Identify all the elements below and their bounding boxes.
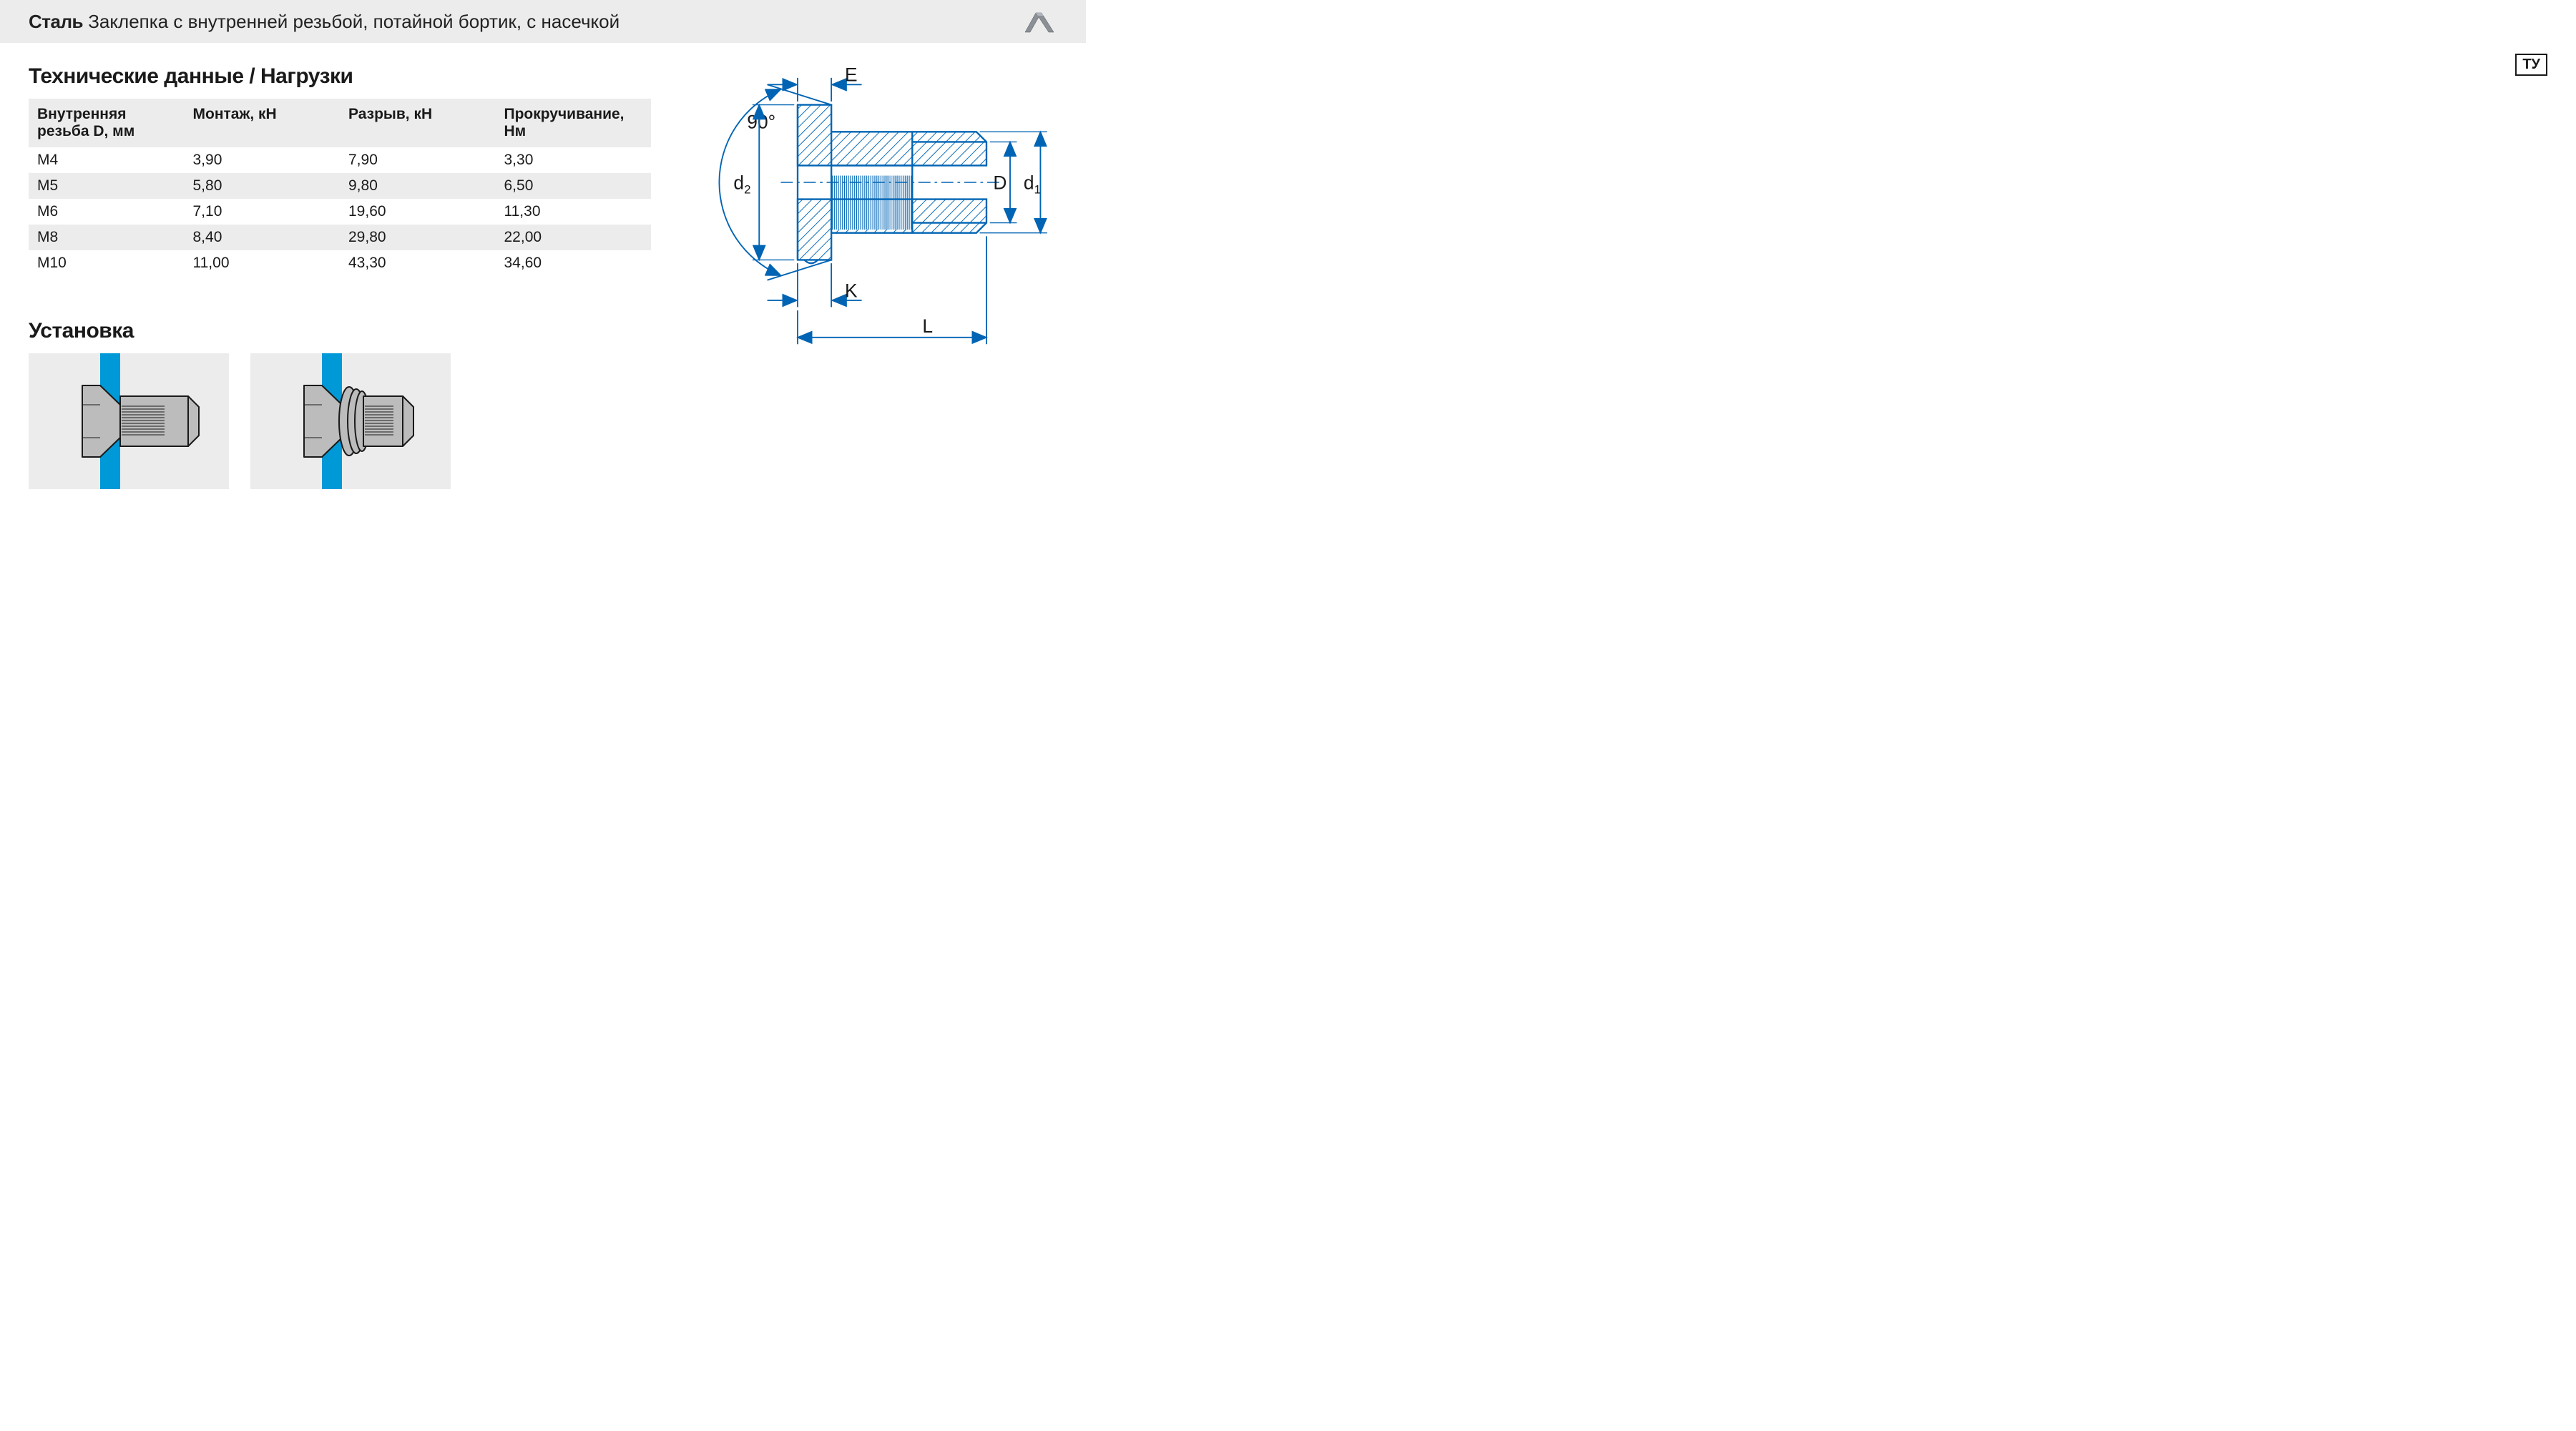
table-cell: 43,30 — [340, 250, 496, 276]
install-after-svg — [250, 353, 451, 489]
install-panel-after — [250, 353, 451, 489]
table-cell: 9,80 — [340, 173, 496, 199]
col-thread: Внутренняя резьба D, мм — [29, 99, 185, 147]
table-cell: 7,90 — [340, 147, 496, 173]
table-cell: M5 — [29, 173, 185, 199]
table-row: M1011,0043,3034,60 — [29, 250, 651, 276]
table-cell: M8 — [29, 225, 185, 250]
table-cell: 11,00 — [185, 250, 341, 276]
table-cell: 22,00 — [496, 225, 652, 250]
table-cell: 29,80 — [340, 225, 496, 250]
table-cell: 34,60 — [496, 250, 652, 276]
table-cell: 19,60 — [340, 199, 496, 225]
tech-data-table: Внутренняя резьба D, мм Монтаж, кН Разры… — [29, 99, 651, 276]
dim-d1: d1 — [1024, 172, 1041, 196]
installation-row — [29, 353, 651, 489]
dim-D: D — [993, 172, 1007, 193]
col-torque: Прокручивание, Нм — [496, 99, 652, 147]
table-row: M67,1019,6011,30 — [29, 199, 651, 225]
table-row: M43,907,903,30 — [29, 147, 651, 173]
dim-E: E — [845, 64, 858, 86]
angle-label: 90° — [747, 112, 775, 133]
header-bar: Сталь Заклепка с внутренней резьбой, пот… — [0, 0, 1086, 43]
content-area: Технические данные / Нагрузки Внутренняя… — [0, 43, 1086, 518]
material-label: Сталь — [29, 11, 83, 32]
table-cell: M4 — [29, 147, 185, 173]
table-cell: M10 — [29, 250, 185, 276]
header-text: Сталь Заклепка с внутренней резьбой, пот… — [29, 11, 619, 33]
product-thumbnail-icon — [1022, 7, 1057, 36]
col-install: Монтаж, кН — [185, 99, 341, 147]
table-header-row: Внутренняя резьба D, мм Монтаж, кН Разры… — [29, 99, 651, 147]
table-row: M88,4029,8022,00 — [29, 225, 651, 250]
install-before-svg — [29, 353, 229, 489]
install-panel-before — [29, 353, 229, 489]
ty-badge: ТУ — [2515, 54, 2547, 76]
table-cell: 3,30 — [496, 147, 652, 173]
table-cell: 8,40 — [185, 225, 341, 250]
installation-title: Установка — [29, 319, 651, 343]
table-cell: 11,30 — [496, 199, 652, 225]
dim-L: L — [922, 315, 933, 337]
table-row: M55,809,806,50 — [29, 173, 651, 199]
col-break: Разрыв, кН — [340, 99, 496, 147]
dim-d2: d2 — [733, 172, 750, 196]
tech-data-title: Технические данные / Нагрузки — [29, 64, 651, 89]
table-cell: 7,10 — [185, 199, 341, 225]
dimension-diagram: 90° E K — [680, 64, 1057, 361]
table-cell: M6 — [29, 199, 185, 225]
dim-K: K — [845, 280, 858, 301]
table-cell: 3,90 — [185, 147, 341, 173]
table-cell: 5,80 — [185, 173, 341, 199]
table-cell: 6,50 — [496, 173, 652, 199]
description-label: Заклепка с внутренней резьбой, потайной … — [88, 11, 619, 32]
